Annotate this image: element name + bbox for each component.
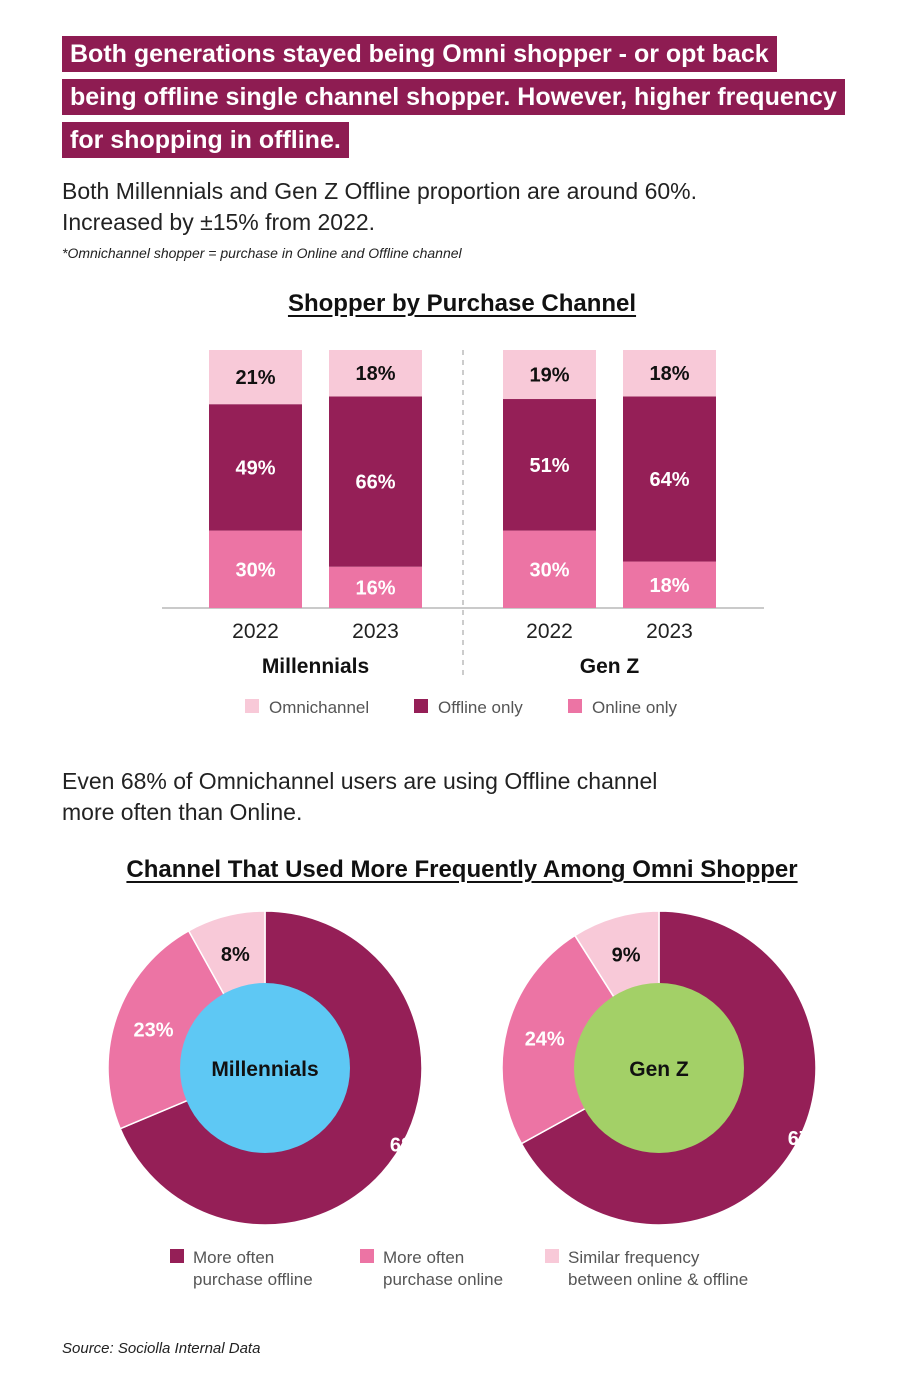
headline: Both generations stayed being Omni shopp… (62, 36, 845, 165)
bar-segment (209, 350, 302, 405)
bar-segment (503, 399, 596, 531)
headline-line: being offline single channel shopper. Ho… (62, 79, 845, 115)
legend-label-line-2: purchase online (383, 1270, 503, 1289)
bar-segment (329, 566, 422, 608)
bar-data-label: 30% (235, 559, 275, 581)
bar-segment (503, 530, 596, 608)
bar-segment (329, 396, 422, 567)
group-label: Millennials (262, 655, 369, 678)
bar-segment (329, 350, 422, 397)
headline-text-3: for shopping in offline. (62, 122, 349, 158)
legend-label-line-1: Similar frequency (568, 1248, 700, 1267)
bar-segment (503, 350, 596, 400)
subtitle: Both Millennials and Gen Z Offline propo… (62, 176, 697, 238)
donut-center-label: Millennials (211, 1058, 318, 1081)
subtitle-2-line-2: more often than Online. (62, 799, 303, 825)
x-tick-label: 2022 (232, 620, 279, 643)
legend-swatch (414, 699, 428, 713)
donut-data-label: 8% (221, 944, 250, 966)
donut-data-label: 9% (612, 945, 641, 967)
bar-data-label: 19% (529, 365, 569, 387)
bar-data-label: 30% (529, 559, 569, 581)
bar-data-label: 66% (355, 472, 395, 494)
bar-segment (623, 350, 716, 397)
donut-chart-title: Channel That Used More Frequently Among … (126, 856, 798, 883)
group-label: Gen Z (580, 655, 640, 678)
x-tick-label: 2022 (526, 620, 573, 643)
bar-data-label: 18% (649, 363, 689, 385)
legend-swatch (170, 1249, 184, 1263)
bar-segment (209, 404, 302, 531)
donut-data-label: 67% (788, 1128, 828, 1150)
bar-data-label: 21% (235, 367, 275, 389)
bar-data-label: 16% (355, 577, 395, 599)
x-tick-label: 2023 (646, 620, 693, 643)
headline-text-2: being offline single channel shopper. Ho… (62, 79, 845, 115)
legend-label: Online only (592, 698, 678, 717)
legend-label-line-1: More often (383, 1248, 464, 1267)
footnote: *Omnichannel shopper = purchase in Onlin… (62, 245, 462, 261)
legend-swatch (360, 1249, 374, 1263)
legend-label-line-2: between online & offline (568, 1270, 748, 1289)
headline-line: for shopping in offline. (62, 122, 845, 158)
headline-text-1: Both generations stayed being Omni shopp… (62, 36, 777, 72)
subtitle-2: Even 68% of Omnichannel users are using … (62, 766, 657, 828)
donut-center (574, 983, 744, 1153)
bar-data-label: 18% (355, 363, 395, 385)
bar-data-label: 51% (529, 455, 569, 477)
bar-segment (623, 561, 716, 608)
legend-label: Omnichannel (269, 698, 369, 717)
donut-center (180, 983, 350, 1153)
x-tick-label: 2023 (352, 620, 399, 643)
donut-data-label: 68% (390, 1134, 430, 1156)
legend-label-line-2: purchase offline (193, 1270, 313, 1289)
donut-center-label: Gen Z (629, 1058, 689, 1081)
bar-data-label: 49% (235, 457, 275, 479)
legend-swatch (245, 699, 259, 713)
legend-label-line-1: More often (193, 1248, 274, 1267)
bar-segment (209, 530, 302, 608)
headline-line: Both generations stayed being Omni shopp… (62, 36, 845, 72)
bar-data-label: 18% (649, 575, 689, 597)
subtitle-2-line-1: Even 68% of Omnichannel users are using … (62, 768, 658, 794)
source-note: Source: Sociolla Internal Data (62, 1340, 261, 1357)
bar-chart-title: Shopper by Purchase Channel (287, 290, 637, 317)
legend-swatch (545, 1249, 559, 1263)
subtitle-line-2: Increased by ±15% from 2022. (62, 209, 376, 235)
bar-segment (623, 396, 716, 562)
bar-data-label: 64% (649, 469, 689, 491)
legend-swatch (568, 699, 582, 713)
subtitle-line-1: Both Millennials and Gen Z Offline propo… (62, 178, 698, 204)
legend-label: Offline only (438, 698, 523, 717)
donut-data-label: 23% (133, 1019, 173, 1041)
donut-data-label: 24% (525, 1029, 565, 1051)
